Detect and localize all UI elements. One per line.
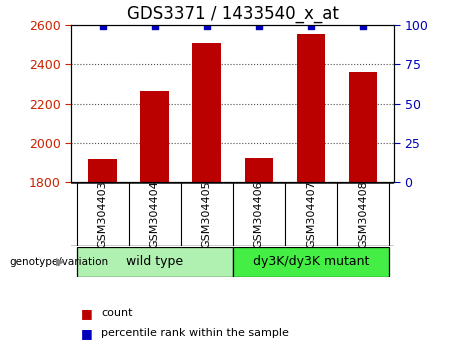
Text: ■: ■	[81, 307, 92, 320]
Text: ▶: ▶	[56, 257, 64, 267]
Text: GSM304404: GSM304404	[150, 181, 160, 249]
Bar	[244, 158, 273, 182]
Text: GSM304408: GSM304408	[358, 181, 368, 249]
Point	[307, 23, 314, 29]
Text: percentile rank within the sample: percentile rank within the sample	[101, 329, 290, 338]
Text: GSM304405: GSM304405	[202, 181, 212, 249]
Text: wild type: wild type	[126, 255, 183, 268]
Bar	[349, 72, 377, 182]
Bar	[89, 159, 117, 182]
Text: dy3K/dy3K mutant: dy3K/dy3K mutant	[253, 255, 369, 268]
Text: genotype/variation: genotype/variation	[9, 257, 108, 267]
Bar	[233, 247, 389, 277]
Bar	[193, 44, 221, 182]
Text: GSM304407: GSM304407	[306, 181, 316, 249]
Text: count: count	[101, 308, 133, 318]
Bar	[141, 91, 169, 182]
Bar	[296, 34, 325, 182]
Point	[203, 23, 211, 29]
Text: GSM304406: GSM304406	[254, 181, 264, 249]
Text: GSM304403: GSM304403	[98, 181, 108, 249]
Point	[99, 23, 106, 29]
Title: GDS3371 / 1433540_x_at: GDS3371 / 1433540_x_at	[127, 6, 339, 23]
Point	[255, 23, 262, 29]
Bar	[77, 247, 233, 277]
Text: ■: ■	[81, 327, 92, 340]
Point	[359, 23, 366, 29]
Point	[151, 23, 159, 29]
